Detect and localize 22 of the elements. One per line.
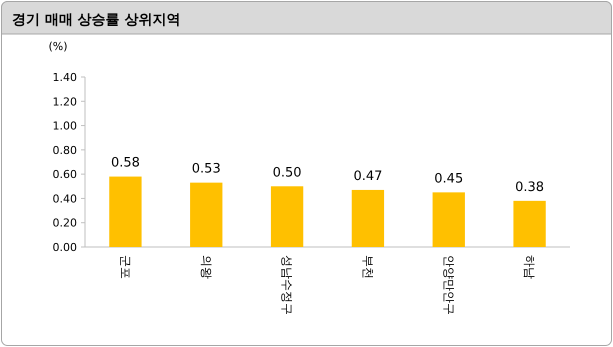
y-tick-label: 1.20 — [52, 95, 77, 108]
data-label: 0.58 — [110, 156, 140, 171]
x-tick-label: 군포 — [118, 255, 132, 279]
y-tick-label: 0.60 — [52, 168, 77, 182]
y-tick-label: 0.80 — [52, 144, 77, 157]
y-tick-label: 0.00 — [52, 241, 77, 254]
data-label: 0.45 — [434, 171, 464, 186]
data-label: 0.50 — [272, 165, 302, 180]
x-tick-label: 성남수정구 — [280, 255, 294, 315]
data-label: 0.38 — [515, 180, 544, 195]
y-axis-title: (%) — [48, 40, 68, 53]
x-tick-label: 안양만안구 — [442, 255, 456, 315]
x-tick-label: 의왕 — [199, 255, 214, 279]
x-tick-label: 하남 — [522, 255, 537, 279]
data-label: 0.53 — [192, 162, 221, 177]
y-tick-label: 0.20 — [52, 216, 77, 230]
y-tick-label: 1.00 — [52, 120, 77, 133]
data-label: 0.47 — [353, 168, 382, 184]
x-tick-label: 부천 — [360, 255, 375, 279]
chart-title: 경기 매매 상승률 상위지역 — [12, 12, 181, 28]
y-tick-label: 1.40 — [52, 71, 77, 84]
y-tick-label: 0.40 — [52, 192, 77, 206]
